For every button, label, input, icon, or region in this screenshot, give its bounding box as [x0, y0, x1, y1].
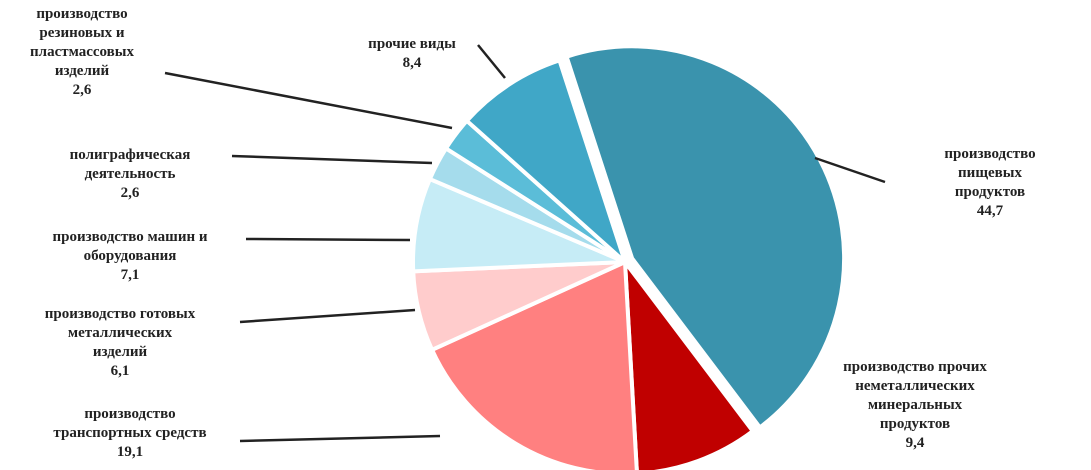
slice-label: производство транспортных средств 19,1 — [53, 405, 206, 462]
leader-line — [245, 237, 411, 242]
slice-label: производство пищевых продуктов 44,7 — [940, 145, 1041, 221]
slice-label: производство резиновых и пластмассовых и… — [30, 5, 134, 100]
leader-line — [814, 156, 886, 184]
value-label: 7,1 — [120, 267, 140, 283]
slice-label: производство готовых металлических издел… — [45, 305, 195, 381]
leader-line — [239, 308, 416, 324]
slice-label: полиграфическая деятельность 2,6 — [70, 146, 191, 203]
value-label: 19,1 — [116, 444, 144, 460]
category-label: производство резиновых и пластмассовых и… — [30, 6, 134, 79]
pie-slice — [429, 258, 639, 470]
leader-line — [164, 71, 453, 130]
category-label: прочие виды — [368, 36, 456, 52]
value-label: 6,1 — [110, 363, 130, 379]
value-label: 9,4 — [905, 435, 925, 451]
value-label: 44,7 — [976, 203, 1004, 219]
category-label: производство прочих неметаллических мине… — [843, 359, 987, 432]
slice-label: производство машин и оборудования 7,1 — [52, 228, 207, 285]
category-label: полиграфическая деятельность — [69, 147, 191, 182]
leader-line — [477, 44, 506, 79]
category-label: производство транспортных средств — [53, 406, 207, 441]
value-label: 2,6 — [72, 82, 92, 98]
slice-label: прочие виды 8,4 — [368, 35, 456, 73]
leader-line — [231, 154, 433, 165]
category-label: производство пищевых продуктов — [944, 146, 1036, 200]
category-label: производство машин и оборудования — [52, 229, 208, 264]
leader-line — [239, 434, 441, 443]
value-label: 8,4 — [402, 55, 422, 71]
value-label: 2,6 — [120, 185, 140, 201]
pie-slice — [464, 57, 630, 269]
pie-slice — [622, 255, 756, 470]
slice-label: производство прочих неметаллических мине… — [843, 358, 987, 453]
category-label: производство готовых металлических издел… — [44, 306, 196, 360]
